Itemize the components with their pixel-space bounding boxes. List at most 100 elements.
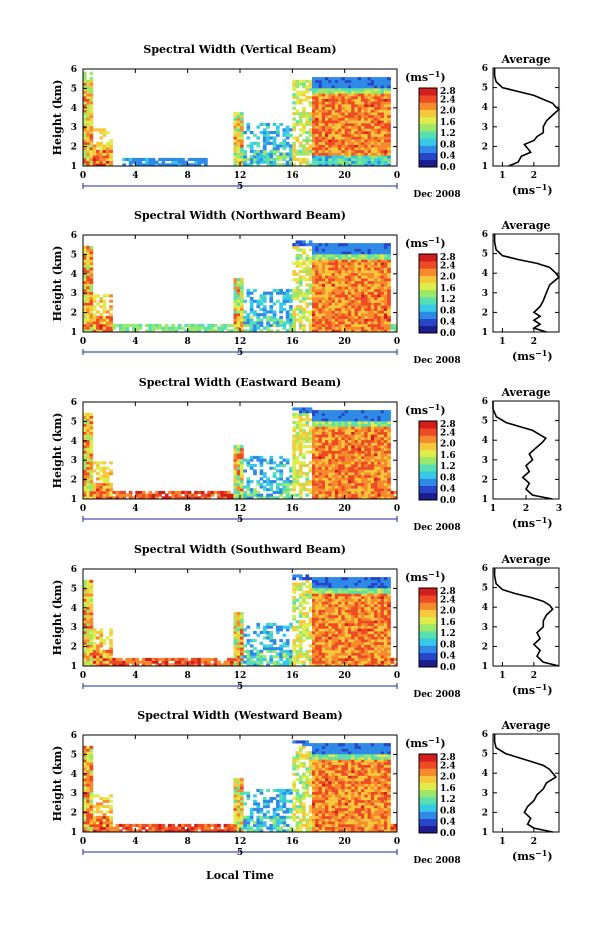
panel-2: Spectral Width (Northward Beam)123456Hei… (51, 209, 561, 366)
heatmap-cell (338, 286, 342, 290)
heatmap-cell (354, 329, 359, 333)
heatmap-cell (233, 482, 238, 486)
heatmap-cell (308, 609, 313, 613)
heatmap-cell (370, 275, 375, 279)
heatmap-cell (276, 477, 280, 481)
heatmap-cell (240, 652, 244, 656)
heatmap-cell (338, 93, 342, 97)
heatmap-cell (318, 160, 323, 164)
heatmap-cell (321, 307, 326, 311)
heatmap-cell (289, 321, 293, 325)
heatmap-cell (298, 163, 303, 167)
heatmap-cell (272, 496, 277, 500)
heatmap-cell (233, 114, 238, 118)
heatmap-cell (83, 136, 87, 140)
heatmap-cell (364, 141, 368, 145)
heatmap-cell (285, 480, 290, 484)
heatmap-cell (390, 493, 395, 497)
heatmap-cell (383, 307, 388, 311)
heatmap-cell (325, 87, 329, 91)
heatmap-cell (351, 133, 355, 137)
heatmap-cell (236, 299, 241, 303)
heatmap-cell (164, 163, 169, 167)
heatmap-cell (364, 106, 368, 110)
heatmap-cell (92, 315, 97, 319)
heatmap-cell (305, 294, 310, 298)
heatmap-cell (328, 256, 332, 260)
heatmap-cell (318, 434, 323, 438)
heatmap-cell (361, 79, 365, 83)
heatmap-cell (315, 270, 319, 274)
heatmap-cell (334, 267, 339, 271)
heatmap-cell (328, 485, 332, 489)
heatmap-cell (370, 253, 375, 257)
heatmap-cell (89, 641, 94, 645)
heatmap-cell (289, 160, 293, 164)
date-label: Dec 2008 (413, 190, 460, 200)
heatmap-cell (338, 299, 342, 303)
heatmap-cell (354, 428, 359, 432)
heatmap-cell (253, 299, 257, 303)
heatmap-cell (361, 93, 365, 97)
heatmap-cell (357, 79, 362, 83)
heatmap-cell (387, 77, 391, 81)
heatmap-cell (259, 313, 264, 317)
heatmap-cell (204, 163, 208, 167)
heatmap-cell (308, 649, 313, 653)
heatmap-cell (253, 647, 257, 651)
heatmap-cell (347, 428, 352, 432)
heatmap-cell (370, 128, 375, 132)
heatmap-cell (318, 472, 323, 476)
heatmap-cell (347, 114, 352, 118)
heatmap-cell (89, 431, 94, 435)
heatmap-cell (341, 420, 346, 424)
heatmap-cell (351, 458, 355, 462)
heatmap-cell (354, 157, 359, 161)
heatmap-cell (338, 493, 342, 497)
heatmap-cell (370, 139, 375, 143)
heatmap-cell (318, 152, 323, 156)
heatmap-cell (262, 631, 267, 635)
heatmap-cell (89, 477, 94, 481)
heatmap-cell (357, 323, 362, 327)
heatmap-cell (86, 474, 90, 478)
heatmap-cell (325, 318, 329, 322)
heatmap-cell (276, 144, 280, 148)
heatmap-cell (253, 288, 257, 292)
heatmap-cell (315, 310, 319, 314)
heatmap-cell (262, 128, 267, 132)
heatmap-cell (96, 294, 100, 298)
heatmap-cell (367, 488, 372, 492)
heatmap-cell (338, 275, 342, 279)
heatmap-cell (305, 315, 310, 319)
heatmap-cell (279, 318, 283, 322)
heatmap-cell (380, 245, 385, 249)
heatmap-cell (102, 474, 107, 478)
heatmap-cell (128, 160, 133, 164)
heatmap-cell (295, 264, 300, 268)
heatmap-cell (276, 131, 280, 135)
heatmap-cell (374, 253, 378, 257)
heatmap-cell (262, 488, 267, 492)
heatmap-cell (328, 245, 332, 249)
heatmap-cell (190, 496, 195, 500)
heatmap-cell (315, 472, 319, 476)
heatmap-cell (246, 625, 251, 629)
heatmap-cell (357, 141, 362, 145)
heatmap-cell (338, 128, 342, 132)
heatmap-cell (298, 82, 303, 86)
heatmap-cell (132, 326, 136, 330)
heatmap-cell (315, 431, 319, 435)
heatmap-cell (92, 147, 97, 151)
heatmap-cell (377, 248, 382, 252)
heatmap-cell (367, 122, 372, 126)
heatmap-cell (213, 660, 218, 664)
heatmap-cell (282, 655, 287, 659)
heatmap-cell (109, 323, 113, 327)
heatmap-cell (233, 488, 238, 492)
heatmap-cell (334, 480, 339, 484)
heatmap-cell (292, 474, 296, 478)
heatmap-cell (321, 299, 326, 303)
heatmap-cell (374, 477, 378, 481)
heatmap-cell (370, 95, 375, 99)
